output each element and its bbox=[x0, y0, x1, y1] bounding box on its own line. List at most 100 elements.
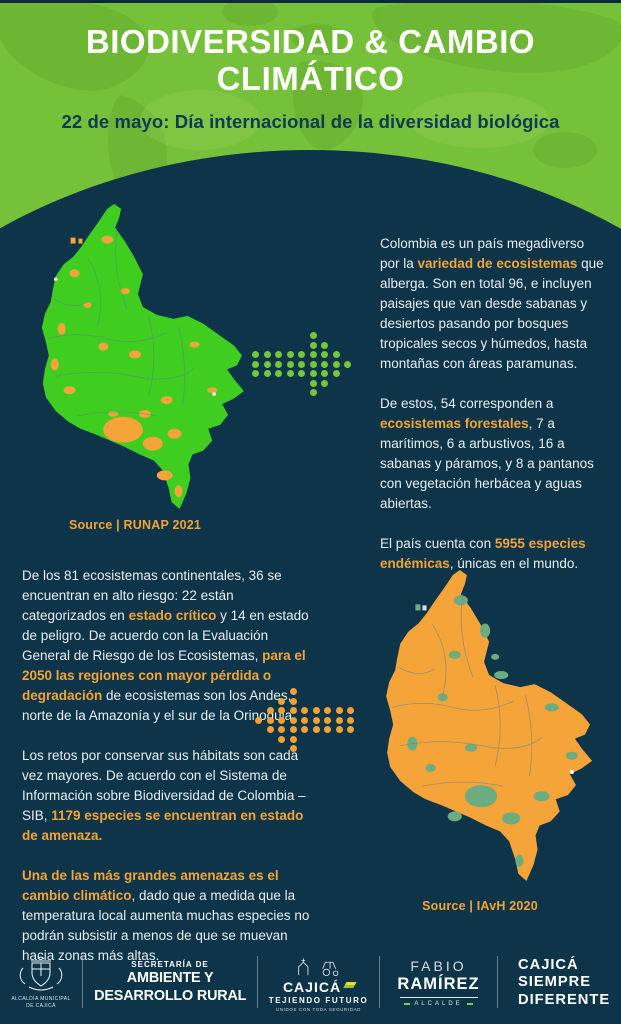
text-segment: Colombia es un país megadiverso por la bbox=[380, 236, 585, 271]
arrow-dot bbox=[335, 726, 343, 733]
arrow-dot bbox=[252, 360, 259, 368]
arrow-dot bbox=[252, 370, 259, 377]
header-banner: BIODIVERSIDAD & CAMBIO CLIMÁTICO 22 de m… bbox=[0, 0, 621, 242]
top-edge-strip bbox=[0, 0, 621, 3]
arrow-dot bbox=[312, 707, 320, 714]
arrow-dot bbox=[298, 351, 305, 358]
coat-of-arms-icon bbox=[19, 956, 63, 990]
arrow-dot bbox=[289, 735, 297, 743]
source-caption-iavh: Source | IAvH 2020 bbox=[422, 899, 538, 913]
mayor-logo: FABIO RAMÍREZ ALCALDE bbox=[380, 940, 497, 1024]
dotted-arrow-right-icon bbox=[252, 332, 351, 396]
arrow-dot bbox=[263, 370, 271, 377]
arrow-dot-column bbox=[309, 332, 317, 396]
text-segment: 1179 especies se encuentran en estado de… bbox=[22, 808, 304, 843]
text-segment: para el 2050 las regiones con mayor pérd… bbox=[22, 648, 306, 703]
tejiendo-name: CAJICÁ bbox=[282, 978, 342, 995]
secretaria-overline: SECRETARÍA DE bbox=[131, 959, 209, 969]
footer-divider bbox=[257, 956, 258, 1008]
arrow-dot bbox=[263, 360, 271, 368]
arrow-dot bbox=[263, 351, 271, 358]
tejiendo-tagline: UNIDOS CON TODA SEGURIDAD bbox=[275, 1006, 362, 1012]
page-subtitle: 22 de mayo: Día internacional de la dive… bbox=[61, 110, 560, 132]
arrow-dot bbox=[332, 351, 340, 358]
slogan-line3: DIFERENTE bbox=[518, 990, 611, 1008]
arrow-dot bbox=[286, 351, 294, 358]
church-tractor-icon bbox=[297, 958, 338, 976]
secretaria-line2: DESARROLLO RURAL bbox=[93, 986, 247, 1004]
rule-line bbox=[399, 996, 478, 998]
arrow-dot-column bbox=[321, 341, 328, 387]
arrow-dot bbox=[321, 379, 328, 387]
arrow-dot bbox=[321, 370, 328, 377]
paragraph-ecosystem-types: De estos, 54 corresponden a ecosistemas … bbox=[380, 394, 606, 514]
alcaldia-label-line1: ALCALDÍA MUNICIPAL bbox=[11, 995, 71, 1002]
arrow-dot bbox=[332, 370, 340, 377]
municipal-coat-of-arms: ALCALDÍA MUNICIPAL DE CAJICÁ bbox=[0, 940, 82, 1024]
text-segment: Una de las más grandes amenazas es el ca… bbox=[22, 868, 279, 903]
arrow-dot-column bbox=[312, 707, 320, 733]
text-segment: estado crítico bbox=[128, 608, 217, 623]
remnant-ecosystem-patches bbox=[407, 595, 578, 867]
arrow-dot bbox=[309, 360, 317, 368]
text-segment: 5955 especies endémicas bbox=[380, 536, 586, 571]
arrow-dot-column bbox=[252, 351, 259, 377]
arrow-dot bbox=[347, 726, 354, 733]
arrow-dot bbox=[332, 360, 340, 368]
arrow-dot bbox=[289, 688, 297, 695]
text-segment: Los retos por conservar sus hábitats son… bbox=[22, 748, 306, 823]
text-segment: , únicas en el mundo. bbox=[449, 556, 579, 571]
arrow-dot bbox=[301, 716, 308, 724]
alcaldia-label-line2: DE CAJICÁ bbox=[26, 1003, 56, 1009]
paragraph-threatened-species: Los retos por conservar sus hábitats son… bbox=[22, 746, 310, 846]
footer-divider bbox=[82, 956, 83, 1008]
arrow-dot bbox=[347, 716, 354, 724]
arrow-dot bbox=[321, 351, 328, 358]
arrow-dot bbox=[266, 707, 274, 714]
arrow-dot bbox=[298, 370, 305, 377]
colombia-map-green-icon bbox=[41, 203, 244, 510]
arrow-dot bbox=[301, 726, 308, 733]
arrow-dot bbox=[289, 745, 297, 752]
arrow-dot bbox=[289, 726, 297, 733]
arrow-dot bbox=[309, 370, 317, 377]
paragraph-endemic-species: El país cuenta con 5955 especies endémic… bbox=[380, 534, 606, 574]
arrow-dot-column bbox=[278, 697, 285, 743]
text-segment: , 7 a marítimos, 6 a arbustivos, 16 a sa… bbox=[380, 416, 594, 511]
world-map-pattern-icon bbox=[0, 0, 621, 215]
arrow-dot bbox=[278, 726, 285, 733]
arrow-dot-column bbox=[324, 707, 331, 733]
text-segment: y 14 en estado de peligro. De acuerdo co… bbox=[22, 608, 309, 663]
text-segment: que alberga. Son en total 96, e incluyen… bbox=[380, 256, 604, 371]
arrow-dot-column bbox=[275, 351, 282, 377]
slogan-line1: CAJICÁ bbox=[518, 956, 579, 974]
arrow-dot bbox=[275, 351, 282, 358]
text-segment: De estos, 54 corresponden a bbox=[380, 396, 554, 411]
arrow-dot bbox=[278, 697, 285, 705]
arrow-dot-column bbox=[335, 707, 343, 733]
text-segment: variedad de ecosistemas bbox=[417, 256, 578, 271]
arrow-dot bbox=[301, 707, 308, 714]
dotted-arrow-left-icon bbox=[255, 688, 354, 752]
text-segment: , dado que a medida que la temperatura l… bbox=[22, 888, 310, 963]
tejiendo-program: TEJIENDO FUTURO bbox=[268, 995, 369, 1005]
arrow-dot bbox=[344, 360, 351, 368]
paragraph-risk-status: De los 81 ecosistemas continentales, 36 … bbox=[22, 566, 310, 726]
flag-accent-icon bbox=[343, 985, 355, 988]
source-caption-runap: Source | RUNAP 2021 bbox=[68, 518, 202, 532]
text-segment: de ecosistemas son los Andes, norte de l… bbox=[22, 688, 296, 723]
arrow-dot bbox=[286, 370, 294, 377]
department-borders bbox=[47, 227, 195, 417]
arrow-dot bbox=[278, 735, 285, 743]
city-slogan: CAJICÁ SIEMPRE DIFERENTE bbox=[498, 940, 621, 1024]
page-title: BIODIVERSIDAD & CAMBIO CLIMÁTICO bbox=[85, 23, 536, 97]
footer-divider bbox=[379, 956, 380, 1008]
paragraph-climate-threat: Una de las más grandes amenazas es el ca… bbox=[22, 866, 310, 966]
colombia-map-runap bbox=[18, 200, 246, 517]
arrow-dot bbox=[309, 332, 317, 339]
arrow-dot-column bbox=[263, 351, 271, 377]
arrow-dot-column bbox=[266, 707, 274, 733]
arrow-dot bbox=[289, 716, 297, 724]
arrow-dot-column bbox=[255, 716, 262, 724]
arrow-dot bbox=[278, 716, 285, 724]
